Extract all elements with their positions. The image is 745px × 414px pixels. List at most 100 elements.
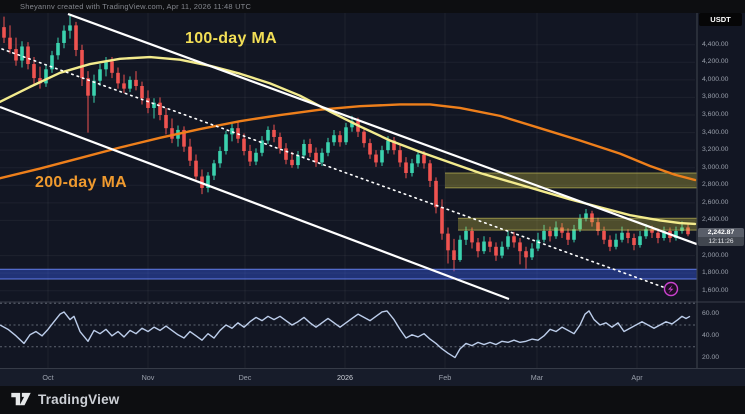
candle (290, 159, 294, 166)
candle (662, 230, 666, 239)
candle (368, 143, 372, 155)
price-tick-label: 4,200.00 (702, 58, 729, 66)
channel-top[interactable] (67, 13, 702, 246)
resistance-zone-upper (445, 172, 697, 188)
candle (116, 72, 120, 84)
candle (278, 136, 282, 149)
event-marker-icon[interactable] (663, 281, 679, 297)
price-axis[interactable]: 4,400.00 4,200.00 4,000.00 3,800.00 3,600.00… (697, 13, 745, 368)
price-tick-label: 3,400.00 (702, 128, 729, 136)
candle (620, 232, 624, 240)
rsi-pane[interactable] (0, 302, 695, 359)
ma100-line[interactable] (0, 55, 697, 226)
candle (8, 37, 12, 50)
candle (494, 246, 498, 256)
candle (452, 250, 456, 260)
time-tick-label: 2026 (337, 373, 353, 382)
candle (548, 230, 552, 237)
tradingview-footer[interactable]: TradingView (10, 389, 119, 409)
time-tick-label: Nov (141, 373, 155, 382)
candle (350, 121, 354, 128)
candle (386, 140, 390, 151)
candle (74, 25, 78, 50)
candle (482, 241, 486, 252)
rsi-line (0, 310, 691, 359)
candle (308, 143, 312, 153)
price-tick-label: 2,000.00 (702, 251, 729, 259)
candle (374, 154, 378, 163)
candle (284, 148, 288, 160)
candle (404, 162, 408, 173)
attribution-text: Sheyannv created with TradingView.com, A… (20, 2, 252, 11)
price-tick-label: 3,200.00 (702, 146, 729, 154)
price-tick-label: 4,400.00 (702, 40, 729, 48)
candle (440, 207, 444, 234)
rsi-tick-label: 60.00 (702, 310, 720, 318)
candle (566, 232, 570, 240)
candle (506, 236, 510, 247)
candle (488, 241, 492, 247)
candle (602, 230, 606, 240)
candle (260, 140, 264, 153)
candle (32, 64, 36, 79)
candle (380, 150, 384, 163)
candle (188, 146, 192, 161)
candle (242, 138, 246, 152)
ma200-label[interactable]: 200-day MA (35, 174, 127, 191)
candle (98, 69, 102, 81)
candle (470, 230, 474, 243)
candle (578, 218, 582, 230)
candle (632, 238, 636, 246)
time-tick-label: Mar (530, 373, 544, 382)
candle (296, 155, 300, 166)
candle (170, 128, 174, 139)
candle (146, 98, 150, 108)
time-axis[interactable]: Oct Nov Dec 2026 Feb Mar Apr (0, 368, 745, 386)
candle (398, 150, 402, 163)
tradingview-wordmark[interactable]: TradingView (38, 391, 120, 407)
candle (164, 115, 168, 129)
candle (26, 46, 30, 65)
candle (254, 152, 258, 162)
price-tick-label: 1,600.00 (702, 286, 729, 294)
candle (680, 227, 684, 231)
candle (194, 160, 198, 177)
candle (92, 80, 96, 96)
candle (332, 135, 336, 143)
candle (110, 61, 114, 73)
candle (104, 61, 108, 70)
last-price-value: 2,242.87 (698, 228, 744, 237)
candle (86, 78, 90, 96)
candle (314, 152, 318, 163)
candle (518, 242, 522, 252)
candle (344, 127, 348, 143)
candle (338, 135, 342, 143)
candle (224, 134, 228, 152)
ma100-label[interactable]: 100-day MA (185, 30, 277, 47)
candle (686, 227, 690, 235)
sr-zones (0, 172, 697, 280)
candle (182, 129, 186, 147)
candle (530, 248, 534, 258)
candle (218, 151, 222, 164)
candle (266, 129, 270, 141)
ma200-line[interactable] (0, 103, 697, 182)
candle (524, 251, 528, 258)
candle (212, 163, 216, 176)
tradingview-logo-icon[interactable] (10, 392, 32, 407)
price-tick-label: 3,600.00 (702, 111, 729, 118)
candle (656, 232, 660, 239)
candle (326, 142, 330, 153)
last-price-badge: 2,242.87 12:11:26 (698, 228, 744, 246)
candle (638, 236, 642, 246)
candle (230, 128, 234, 135)
candle (62, 30, 66, 43)
price-tick-label: 3,800.00 (702, 93, 729, 101)
candle (44, 69, 48, 84)
support-zone (0, 269, 697, 280)
channel-bottom[interactable] (0, 105, 510, 301)
candle (476, 242, 480, 252)
candle (320, 152, 324, 163)
